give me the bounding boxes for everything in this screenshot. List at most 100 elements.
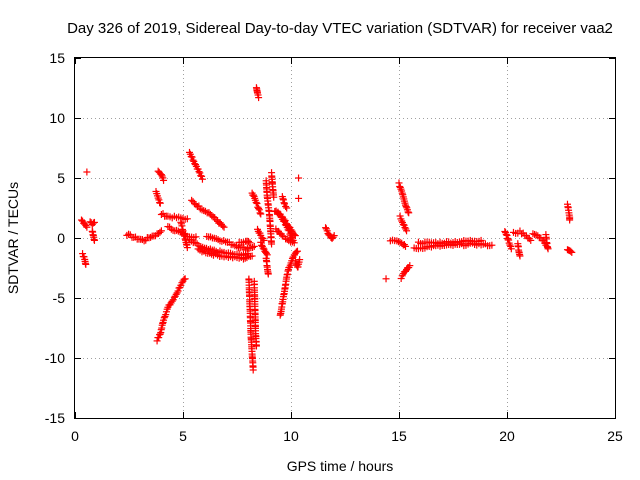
data-point-marker — [296, 256, 304, 264]
data-point-marker — [401, 242, 409, 250]
data-point-marker — [402, 203, 410, 211]
data-point-marker — [289, 236, 297, 244]
data-point-marker — [295, 194, 303, 202]
data-point-marker — [198, 175, 206, 183]
data-point-marker — [249, 366, 257, 374]
data-point-marker — [83, 223, 91, 231]
y-tick-label: -15 — [45, 410, 65, 426]
data-point-marker — [181, 275, 189, 283]
data-point-marker — [257, 238, 265, 246]
data-point-marker — [268, 240, 276, 248]
data-point-marker — [257, 210, 265, 218]
data-point-marker — [242, 246, 250, 254]
y-axis-label: SDTVAR / TECUs — [5, 182, 21, 294]
data-point-marker — [249, 243, 257, 251]
data-point-marker — [255, 206, 263, 214]
data-point-marker — [160, 314, 168, 322]
data-point-marker — [282, 203, 290, 211]
data-point-marker — [255, 94, 263, 102]
data-point-marker — [201, 207, 209, 215]
data-point-marker — [245, 244, 253, 252]
data-point-marker — [382, 275, 390, 283]
data-point-marker — [252, 342, 260, 350]
data-point-marker — [284, 226, 292, 234]
x-tick-label: 25 — [607, 428, 623, 444]
x-tick-label: 15 — [391, 428, 407, 444]
data-point-marker — [140, 237, 148, 245]
plot-frame — [74, 57, 616, 419]
data-point-marker — [516, 252, 524, 260]
data-point-marker — [329, 233, 337, 241]
x-tick-label: 5 — [179, 428, 187, 444]
data-point-marker — [255, 204, 263, 212]
data-point-marker — [249, 191, 257, 199]
data-point-marker — [82, 222, 90, 230]
data-point-marker — [167, 225, 175, 233]
data-point-marker — [246, 239, 254, 247]
data-point-marker — [125, 230, 133, 238]
data-point-marker — [239, 255, 247, 263]
data-point-marker — [568, 248, 576, 256]
data-point-marker — [401, 224, 409, 232]
axis-ticks — [75, 58, 616, 419]
data-point-marker — [188, 153, 196, 161]
data-point-marker — [281, 217, 289, 225]
data-point-marker — [527, 236, 535, 244]
data-point-marker — [506, 241, 514, 249]
x-axis-label: GPS time / hours — [287, 458, 394, 474]
data-point-marker — [529, 230, 537, 238]
data-point-marker — [502, 230, 510, 238]
data-point-marker — [501, 227, 509, 235]
data-point-marker — [566, 216, 574, 224]
y-tick-label: -10 — [45, 350, 65, 366]
data-point-marker — [250, 242, 258, 250]
y-tick-label: 15 — [49, 50, 65, 66]
x-tick-label: 10 — [283, 428, 299, 444]
data-point-marker — [160, 176, 168, 184]
data-point-marker — [403, 227, 411, 235]
y-tick-label: 0 — [57, 230, 65, 246]
data-point-marker — [174, 287, 182, 295]
data-point-marker — [292, 248, 300, 256]
data-point-marker — [248, 252, 256, 260]
data-point-marker — [256, 209, 264, 217]
data-point-marker — [567, 247, 575, 255]
data-point-marker — [183, 215, 191, 223]
data-point-marker — [82, 260, 90, 268]
data-point-marker — [399, 220, 407, 228]
data-point-marker — [395, 179, 403, 187]
data-point-marker — [245, 237, 253, 245]
y-tick-label: 5 — [57, 170, 65, 186]
data-point-marker — [488, 241, 496, 249]
data-point-marker — [138, 236, 146, 244]
data-point-marker — [153, 337, 161, 345]
data-point-marker — [219, 222, 227, 230]
data-point-marker — [90, 218, 98, 226]
chart-title: Day 326 of 2019, Sidereal Day-to-day VTE… — [67, 20, 613, 37]
data-point-marker — [405, 209, 413, 217]
data-point-marker — [264, 270, 272, 278]
x-tick-label: 20 — [499, 428, 515, 444]
data-point-marker — [393, 237, 401, 245]
data-point-marker — [192, 233, 200, 241]
y-tick-labels: -15 -10 -5 0 5 10 15 — [45, 50, 65, 426]
data-point-marker — [330, 232, 338, 240]
data-point-marker — [157, 227, 165, 235]
data-point-marker — [286, 230, 294, 238]
data-point-marker — [183, 244, 191, 252]
data-point-marker — [398, 217, 406, 225]
x-tick-labels: 0 5 10 15 20 25 — [71, 428, 623, 444]
data-point-marker — [477, 236, 485, 244]
data-point-marker — [157, 171, 165, 179]
data-point-marker — [147, 233, 155, 241]
data-point-marker — [252, 198, 260, 206]
data-point-marker — [243, 254, 251, 262]
data-point-marker — [90, 236, 98, 244]
data-point-marker — [196, 205, 204, 213]
data-point-marker — [168, 297, 176, 305]
data-point-marker — [253, 200, 261, 208]
data-point-marker — [157, 211, 165, 219]
data-point-marker — [507, 245, 515, 253]
